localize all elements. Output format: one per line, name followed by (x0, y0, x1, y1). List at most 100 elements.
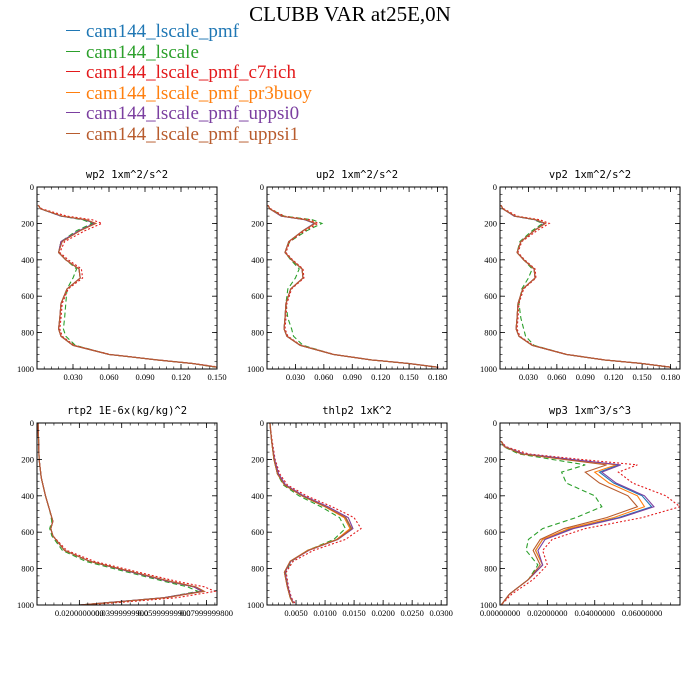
legend: cam144_lscale_pmf cam144_lscale cam144_l… (66, 21, 312, 145)
plot-frame (499, 186, 681, 370)
y-tick-label: 200 (484, 454, 497, 464)
y-tick-label: 800 (21, 328, 34, 338)
y-tick-label: 200 (21, 454, 34, 464)
x-tick-label: 0.0250 (400, 608, 423, 618)
chart-panel: thlp2 1xK^2 0 200 400 600 800 1000 0.0050 0.0100… (247, 405, 453, 618)
legend-label: cam144_lscale_pmf_uppsi0 (86, 103, 300, 124)
legend-entry: cam144_lscale_pmf_c7rich (66, 62, 312, 84)
legend-entry: cam144_lscale_pmf (66, 21, 312, 43)
legend-line-swatch (66, 30, 80, 32)
series-line (500, 440, 639, 605)
series-line (37, 204, 217, 368)
y-tick-label: 600 (251, 527, 264, 537)
y-tick-label: 1000 (17, 364, 34, 374)
chart-panel: wp3 1xm^3/s^3 0 200 400 600 800 10000.00000000… (480, 405, 681, 618)
series-line (500, 440, 646, 605)
x-tick-label: 0.05999999900 (137, 608, 190, 618)
x-tick-label: 0.060 (99, 372, 118, 382)
x-tick-label: 0.0200 (371, 608, 394, 618)
legend-line-swatch (66, 112, 80, 114)
y-tick-label: 200 (21, 218, 34, 228)
x-tick-label: 0.180 (428, 372, 447, 382)
x-tick-label: 0.0100 (313, 608, 336, 618)
series-line (37, 204, 217, 368)
x-tick-label: 0.060 (547, 372, 566, 382)
plot-frame (266, 186, 448, 370)
y-tick-label: 600 (251, 291, 264, 301)
series-line (37, 423, 200, 605)
x-tick-label: 0.00000000 (480, 608, 520, 618)
x-tick-label: 0.030 (63, 372, 82, 382)
y-tick-label: 0 (30, 182, 34, 192)
y-tick-label: 400 (251, 255, 264, 265)
y-tick-label: 800 (21, 564, 34, 574)
figure-title: CLUBB VAR at25E,0N (249, 2, 451, 26)
x-tick-label: 0.180 (661, 372, 680, 382)
y-tick-label: 600 (21, 291, 34, 301)
y-tick-label: 400 (21, 491, 34, 501)
chart-title: wp2 1xm^2/s^2 (86, 169, 168, 181)
y-tick-label: 1000 (17, 600, 34, 610)
y-tick-label: 0 (493, 418, 497, 428)
series-line (500, 204, 671, 368)
chart-title: vp2 1xm^2/s^2 (549, 169, 631, 181)
chart-panel: vp2 1xm^2/s^2 0 200 400 600 800 1000 0.030 0.060… (480, 169, 681, 382)
legend-line-swatch (66, 71, 80, 73)
legend-entry: cam144_lscale (66, 42, 312, 64)
y-tick-label: 800 (251, 328, 264, 338)
series-line (37, 423, 217, 605)
legend-line-swatch (66, 50, 80, 52)
plot-frame (36, 422, 218, 606)
x-tick-label: 0.060 (314, 372, 333, 382)
chart-panel: up2 1xm^2/s^2 0 200 400 600 800 1000 0.030 0.060… (247, 169, 448, 382)
series-line (269, 423, 353, 604)
y-tick-label: 0 (260, 182, 264, 192)
series-line (37, 204, 217, 368)
x-tick-label: 0.030 (519, 372, 538, 382)
chart-panel: rtp2 1E-6x(kg/kg)^2 0 200 400 600 800 1000 0.02… (17, 405, 233, 618)
x-tick-label: 0.06000000 (622, 608, 662, 618)
y-tick-label: 800 (251, 564, 264, 574)
x-tick-label: 0.0300 (430, 608, 453, 618)
x-tick-label: 0.0200000000 (55, 608, 104, 618)
x-tick-label: 0.090 (576, 372, 595, 382)
legend-label: cam144_lscale_pmf_c7rich (86, 62, 296, 83)
series-line (37, 423, 204, 605)
chart-title: rtp2 1E-6x(kg/kg)^2 (67, 405, 187, 417)
series-line (37, 204, 217, 368)
x-tick-label: 0.07999999800 (180, 608, 233, 618)
series-line (37, 204, 215, 368)
y-tick-label: 200 (251, 454, 264, 464)
plot-frame (266, 422, 448, 606)
x-tick-label: 0.0150 (342, 608, 365, 618)
x-tick-label: 0.120 (371, 372, 390, 382)
series-line (267, 204, 438, 368)
y-tick-label: 0 (493, 182, 497, 192)
series-line (269, 423, 362, 604)
legend-line-swatch (66, 91, 80, 93)
chart-title: thlp2 1xK^2 (322, 405, 392, 417)
chart-panel: wp2 1xm^2/s^2 0 200 400 600 800 1000 0.030 0.060… (17, 169, 227, 382)
plot-frame (499, 422, 681, 606)
y-tick-label: 0 (30, 418, 34, 428)
chart-title: up2 1xm^2/s^2 (316, 169, 398, 181)
series-line (500, 440, 603, 605)
y-tick-label: 400 (21, 255, 34, 265)
y-tick-label: 600 (484, 527, 497, 537)
x-tick-label: 0.150 (633, 372, 652, 382)
y-tick-label: 600 (484, 291, 497, 301)
y-tick-label: 800 (484, 564, 497, 574)
x-tick-label: 0.030 (286, 372, 305, 382)
y-tick-label: 1000 (247, 364, 264, 374)
y-tick-label: 1000 (480, 600, 497, 610)
x-tick-label: 0.02000000 (527, 608, 567, 618)
x-tick-label: 0.120 (604, 372, 623, 382)
x-tick-label: 0.120 (171, 372, 190, 382)
y-tick-label: 0 (260, 418, 264, 428)
legend-label: cam144_lscale_pmf_uppsi1 (86, 123, 300, 145)
y-tick-label: 600 (21, 527, 34, 537)
y-tick-label: 400 (484, 255, 497, 265)
series-line (37, 423, 206, 605)
y-tick-label: 200 (484, 218, 497, 228)
